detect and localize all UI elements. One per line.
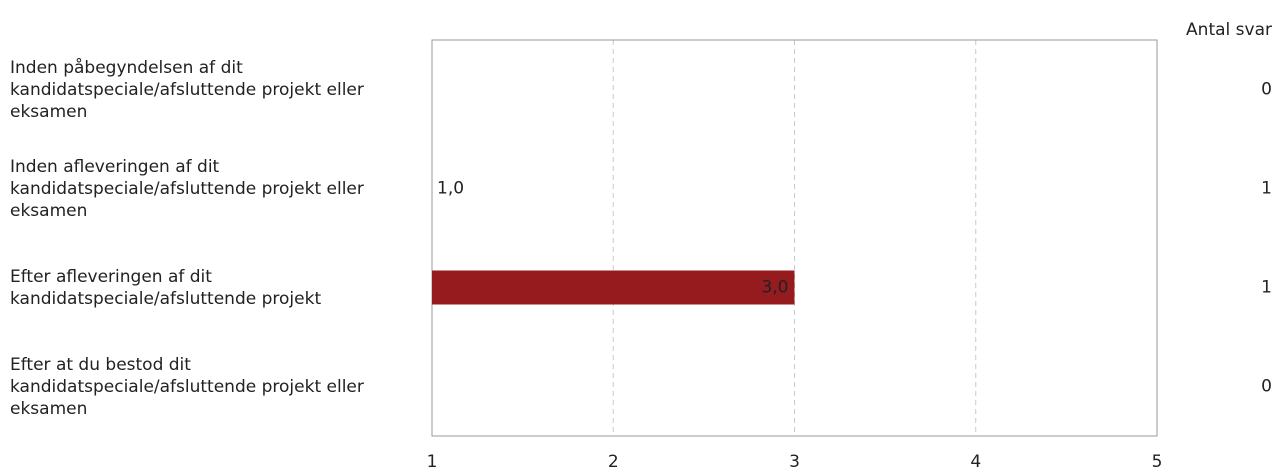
count-value: 1 [1261,179,1272,199]
count-value: 0 [1261,377,1272,397]
x-tick-label: 4 [970,452,981,472]
x-tick-label: 3 [789,452,800,472]
value-label: 3,0 [761,278,788,298]
category-label: Efter afleveringen af dit kandidatspecia… [10,266,322,309]
category-label: Inden påbegyndelsen af dit kandidatspeci… [10,57,364,122]
plot-frame [431,39,1158,437]
count-title: Antal svar [1186,20,1272,40]
count-value: 1 [1261,278,1272,298]
bar [432,270,795,305]
x-tick-label: 1 [427,452,438,472]
count-value: 0 [1261,80,1272,100]
x-tick-label: 5 [1152,452,1163,472]
category-label: Efter at du bestod dit kandidatspeciale/… [10,354,364,419]
x-tick-label: 2 [608,452,619,472]
value-label: 1,0 [437,179,464,199]
category-label: Inden afleveringen af dit kandidatspecia… [10,156,364,221]
